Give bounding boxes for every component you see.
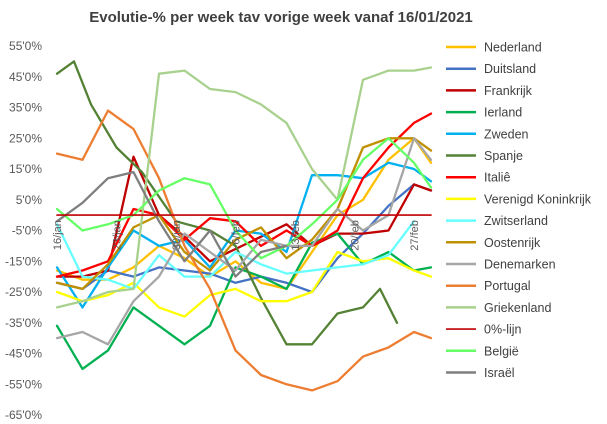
y-tick-label: -55'0%: [5, 377, 42, 391]
legend-item-verenigd-koninkrijk: Verenigd Koninkrijk: [446, 192, 592, 206]
legend-label: Griekenland: [484, 301, 551, 315]
y-tick-label: 45'0%: [9, 70, 42, 84]
series-line-nederland: [55, 137, 433, 291]
legend-label: Zwitserland: [484, 214, 548, 228]
x-tick-label: 30/jan: [171, 220, 183, 250]
plot-area: [55, 60, 433, 392]
y-tick-label: 25'0%: [9, 131, 42, 145]
legend-item-frankrijk: Frankrijk: [446, 84, 533, 98]
legend-item-israel: Israël: [446, 366, 515, 380]
y-tick-label: 55'0%: [9, 39, 42, 53]
y-tick-label: -5'0%: [12, 224, 43, 238]
y-tick-label: 35'0%: [9, 101, 42, 115]
y-tick-label: 15'0%: [9, 162, 42, 176]
legend-label: Ierland: [484, 106, 522, 120]
y-tick-label: -45'0%: [5, 347, 42, 361]
y-axis: 55'0% 45'0% 35'0% 25'0% 15'0% 5'0% -5'0% -15'0%…: [5, 39, 42, 422]
x-axis: 16/jan 23/jan 30/jan 6/feb 13/feb 20/feb 27/fe…: [52, 220, 421, 251]
legend-label: Italiê: [484, 171, 510, 185]
legend-label: 0%-lijn: [484, 323, 522, 337]
legend-item-denemarken: Denemarken: [446, 258, 556, 272]
x-tick-label: 27/feb: [409, 220, 421, 251]
legend-label: Oostenrijk: [484, 236, 541, 250]
x-tick-label: 20/feb: [350, 220, 362, 251]
y-tick-label: 5'0%: [16, 193, 43, 207]
legend-item-spanje: Spanje: [446, 149, 523, 163]
series-line-spanje: [55, 60, 399, 346]
legend-label: Frankrijk: [484, 84, 533, 98]
legend-label: Israël: [484, 366, 515, 380]
series-line-italie: [55, 112, 433, 278]
x-tick-label: 13/feb: [290, 220, 302, 251]
legend-label: Nederland: [484, 41, 542, 55]
x-tick-label: 23/jan: [112, 220, 124, 250]
series-line-ierland: [55, 232, 433, 371]
x-tick-label: 6/feb: [231, 220, 243, 244]
legend-label: Zweden: [484, 127, 529, 141]
legend-label: Portugal: [484, 279, 531, 293]
series-line-belgie: [55, 137, 433, 260]
legend-item-griekenland: Griekenland: [446, 301, 551, 315]
series-line-zwitserland: [55, 220, 416, 291]
series-line-griekenland: [55, 66, 433, 309]
legend-item-zweden: Zweden: [446, 127, 529, 141]
series-line-israel: [55, 170, 288, 278]
y-tick-label: -35'0%: [5, 316, 42, 330]
y-tick-label: -65'0%: [5, 408, 42, 422]
series-line-oostenrijk: [55, 137, 433, 291]
y-tick-label: -25'0%: [5, 285, 42, 299]
legend-label: België: [484, 344, 519, 358]
legend-item-oostenrijk: Oostenrijk: [446, 236, 541, 250]
legend-item-portugal: Portugal: [446, 279, 531, 293]
y-tick-label: -15'0%: [5, 254, 42, 268]
x-tick-label: 16/jan: [52, 220, 64, 250]
legend-item-belgie: België: [446, 344, 519, 358]
legend-label: Spanje: [484, 149, 523, 163]
legend-item-0-lijn: 0%-lijn: [446, 323, 522, 337]
legend-label: Verenigd Koninkrijk: [484, 192, 592, 206]
legend-item-ierland: Ierland: [446, 106, 522, 120]
series-line-portugal: [55, 109, 433, 392]
legend-label: Denemarken: [484, 258, 556, 272]
series-line-denemarken: [55, 137, 433, 346]
series-line-duitsland: [55, 183, 433, 294]
legend: Nederland Duitsland Frankrijk Ierland Zweden…: [446, 41, 592, 380]
legend-item-italie: Italiê: [446, 171, 510, 185]
legend-item-duitsland: Duitsland: [446, 62, 536, 76]
chart-title: Evolutie-% per week tav vorige week vana…: [89, 9, 473, 26]
legend-item-zwitserland: Zwitserland: [446, 214, 548, 228]
legend-item-nederland: Nederland: [446, 41, 542, 55]
legend-label: Duitsland: [484, 62, 536, 76]
